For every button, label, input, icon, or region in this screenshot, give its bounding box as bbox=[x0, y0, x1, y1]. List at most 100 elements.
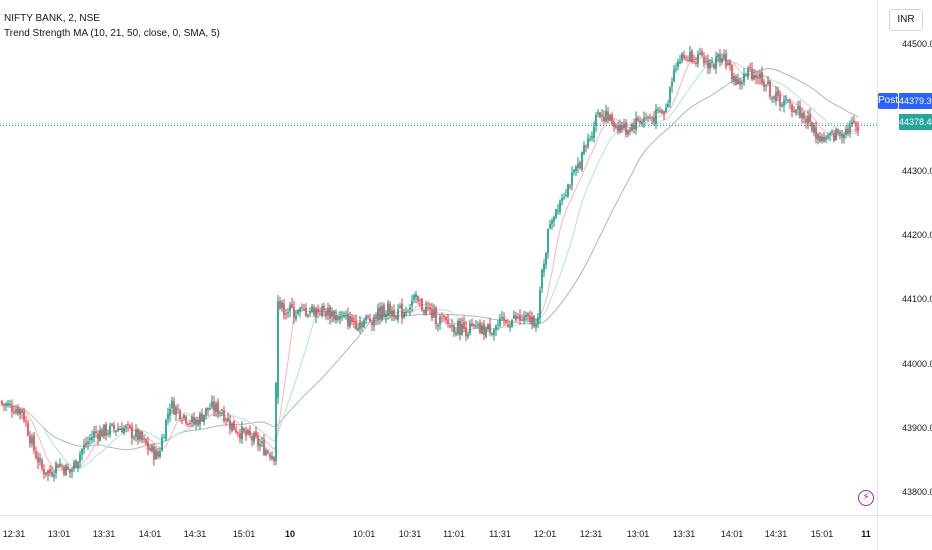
candle-body bbox=[507, 324, 509, 327]
candle-body bbox=[709, 62, 711, 69]
time-tick: 14:01 bbox=[720, 529, 744, 539]
candle-body bbox=[5, 403, 7, 406]
candle-body bbox=[847, 128, 849, 134]
candle-body bbox=[187, 423, 189, 425]
candle-body bbox=[95, 431, 97, 433]
candle-body bbox=[775, 92, 777, 101]
lightning-icon[interactable]: ⚡ bbox=[858, 490, 874, 506]
candle-body bbox=[43, 468, 45, 475]
candle-body bbox=[427, 307, 429, 309]
candle-body bbox=[211, 401, 213, 408]
candle-body bbox=[35, 451, 37, 459]
candle-body bbox=[647, 116, 649, 119]
candle-body bbox=[161, 437, 163, 451]
time-tick: 12:01 bbox=[533, 529, 557, 539]
time-scale[interactable] bbox=[0, 515, 877, 550]
candle-body bbox=[215, 403, 217, 412]
candle-body bbox=[777, 90, 779, 96]
candle-body bbox=[757, 76, 759, 79]
candle-body bbox=[91, 437, 93, 440]
legend-indicator[interactable]: Trend Strength MA (10, 21, 50, close, 0,… bbox=[4, 28, 220, 39]
candle-body bbox=[821, 136, 823, 141]
candle-body bbox=[587, 138, 589, 147]
candle-body bbox=[661, 110, 663, 113]
candle-body bbox=[657, 109, 659, 111]
candle-body bbox=[1, 401, 3, 405]
candle-body bbox=[573, 169, 575, 172]
candle-body bbox=[483, 324, 485, 336]
candle-body bbox=[199, 413, 201, 425]
candle-body bbox=[433, 309, 435, 318]
candle-body bbox=[449, 325, 451, 328]
candle-body bbox=[765, 85, 767, 87]
candlestick-chart[interactable] bbox=[0, 0, 877, 515]
candle-body bbox=[543, 263, 545, 272]
candle-body bbox=[773, 96, 775, 100]
candle-body bbox=[329, 307, 331, 319]
candle-body bbox=[157, 451, 159, 457]
candle-body bbox=[831, 131, 833, 133]
candle-body bbox=[479, 322, 481, 333]
candle-body bbox=[377, 308, 379, 321]
candle-body bbox=[11, 405, 13, 412]
time-tick: 12:31 bbox=[2, 529, 26, 539]
candle-body bbox=[259, 443, 261, 447]
candle-body bbox=[399, 305, 401, 308]
candle-body bbox=[83, 444, 85, 450]
candle-body bbox=[567, 184, 569, 197]
candle-body bbox=[213, 401, 215, 412]
candle-body bbox=[727, 62, 729, 66]
time-tick: 13:01 bbox=[47, 529, 71, 539]
candle-body bbox=[313, 307, 315, 315]
candle-body bbox=[323, 305, 325, 311]
candle-body bbox=[387, 303, 389, 316]
candle-body bbox=[429, 307, 431, 310]
candle-body bbox=[753, 74, 755, 80]
candle-body bbox=[195, 419, 197, 425]
candle-body bbox=[425, 306, 427, 315]
candle-body bbox=[77, 461, 79, 469]
candle-body bbox=[193, 417, 195, 425]
currency-button[interactable]: INR bbox=[889, 9, 923, 31]
candle-body bbox=[415, 294, 417, 298]
candle-body bbox=[375, 315, 377, 319]
candle-body bbox=[467, 334, 469, 337]
candle-body bbox=[263, 440, 265, 455]
candle-body bbox=[245, 430, 247, 436]
candle-body bbox=[123, 427, 125, 434]
candle-body bbox=[601, 114, 603, 117]
candle-body bbox=[451, 324, 453, 327]
candle-body bbox=[819, 135, 821, 142]
candle-body bbox=[671, 81, 673, 87]
candle-body bbox=[395, 316, 397, 319]
candle-body bbox=[637, 118, 639, 121]
candle-body bbox=[663, 111, 665, 114]
time-tick: 11:31 bbox=[489, 529, 511, 539]
candle-body bbox=[197, 419, 199, 426]
candle-body bbox=[273, 457, 275, 462]
candle-body bbox=[243, 428, 245, 432]
time-tick: 14:31 bbox=[764, 529, 788, 539]
candle-body bbox=[405, 312, 407, 314]
candle-body bbox=[725, 53, 727, 67]
legend-symbol[interactable]: NIFTY BANK, 2, NSE bbox=[4, 13, 100, 24]
candle-body bbox=[783, 100, 785, 106]
candle-body bbox=[605, 110, 607, 122]
candle-body bbox=[743, 73, 745, 83]
price-tick: 43900.00 bbox=[902, 423, 932, 433]
candle-body bbox=[855, 122, 857, 127]
candle-body bbox=[853, 120, 855, 123]
candle-body bbox=[745, 74, 747, 76]
candle-body bbox=[795, 109, 797, 114]
candle-body bbox=[685, 57, 687, 59]
candle-body bbox=[319, 313, 321, 315]
candle-body bbox=[843, 134, 845, 139]
candle-body bbox=[477, 324, 479, 326]
candle-body bbox=[457, 321, 459, 335]
candle-body bbox=[625, 122, 627, 135]
candle-body bbox=[693, 61, 695, 63]
chart-pane[interactable]: NIFTY BANK, 2, NSE Trend Strength MA (10… bbox=[0, 0, 877, 515]
price-scale[interactable] bbox=[877, 0, 932, 515]
candle-body bbox=[713, 63, 715, 69]
candle-body bbox=[255, 431, 257, 437]
